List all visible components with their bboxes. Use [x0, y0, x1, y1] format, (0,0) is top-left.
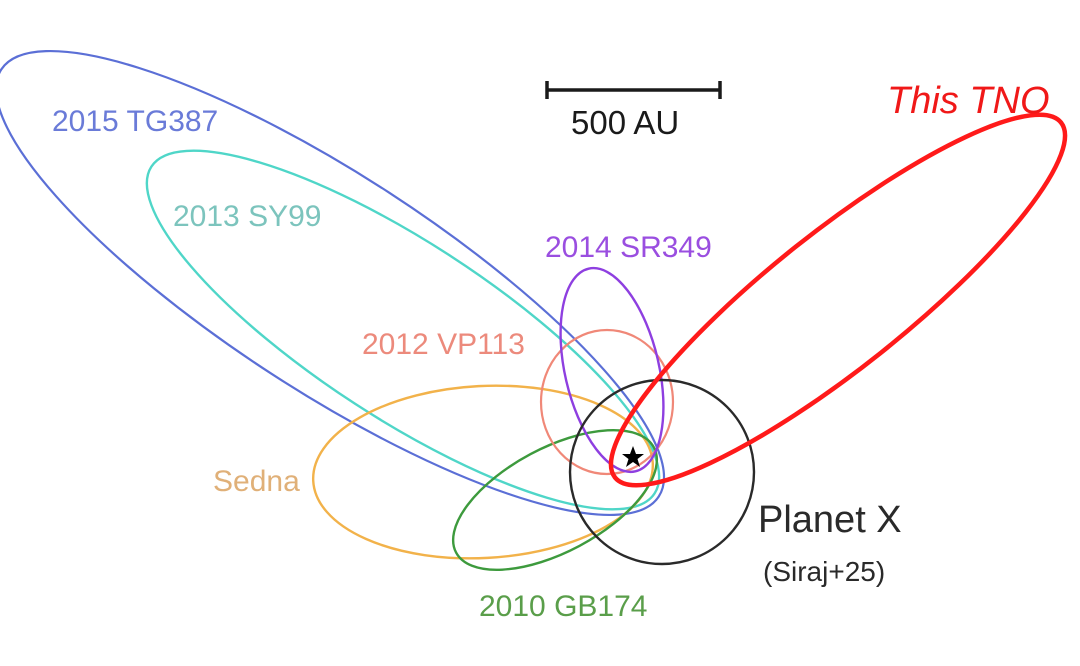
- label-2013-sy99: 2013 SY99: [173, 200, 322, 233]
- orbit-this-tno: [608, 112, 1068, 488]
- label-2012-vp113: 2012 VP113: [362, 328, 525, 361]
- orbit-2010-gb174: [451, 428, 659, 572]
- orbit-2015-tg387: [0, 49, 666, 517]
- scale-bar: [545, 81, 722, 99]
- scale-bar-label: 500 AU: [571, 104, 680, 141]
- orbit-planet-x: [568, 378, 756, 566]
- label-2015-tg387: 2015 TG387: [52, 105, 219, 138]
- orbit-2014-sr349: [559, 266, 665, 474]
- orbit-2012-vp113: [539, 328, 675, 476]
- label-planet-x: Planet X: [758, 499, 902, 541]
- label-planet-x-citation: (Siraj+25): [763, 556, 886, 587]
- label-2014-sr349: 2014 SR349: [545, 231, 712, 264]
- star-icon: [622, 446, 644, 467]
- label-this-tno: This TNO: [887, 80, 1050, 122]
- label-sedna: Sedna: [213, 465, 300, 498]
- label-2010-gb174: 2010 GB174: [479, 590, 648, 623]
- orbit-2013-sy99: [145, 149, 661, 511]
- orbit-sedna: [311, 384, 655, 560]
